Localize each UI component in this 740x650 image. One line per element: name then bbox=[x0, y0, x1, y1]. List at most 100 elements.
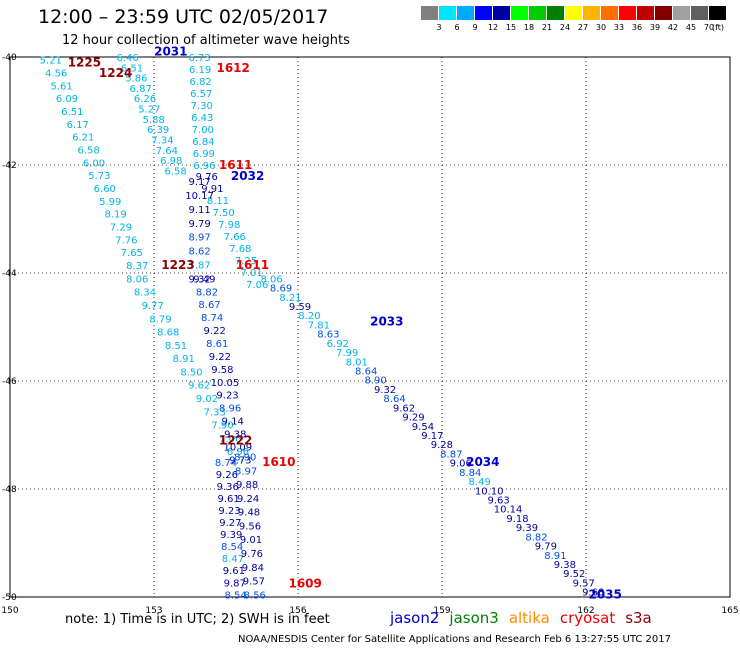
color-swatch bbox=[457, 6, 475, 20]
color-scale-swatches bbox=[421, 6, 727, 20]
wave-height-value: 9.29 bbox=[402, 413, 424, 424]
wave-height-value: 5.99 bbox=[99, 197, 121, 208]
credit-line: NOAA/NESDIS Center for Satellite Applica… bbox=[238, 634, 671, 645]
wave-height-value: 8.90 bbox=[234, 453, 256, 464]
x-tick-label: 162 bbox=[577, 606, 594, 616]
wave-height-value: 9.57 bbox=[573, 578, 595, 589]
wave-height-value: 9.18 bbox=[506, 514, 528, 525]
wave-height-value: 6.58 bbox=[164, 166, 186, 177]
satellite-jason3-label: jason3 bbox=[449, 609, 499, 627]
color-swatch bbox=[709, 6, 727, 20]
color-swatch bbox=[439, 6, 457, 20]
wave-height-value: 8.11 bbox=[207, 196, 229, 207]
wave-height-value: 6.46 bbox=[116, 53, 138, 64]
wave-height-value: 6.57 bbox=[190, 89, 212, 100]
wave-height-value: 9.36 bbox=[217, 482, 239, 493]
wave-height-value: 9.84 bbox=[242, 563, 264, 574]
wave-height-value: 8.06 bbox=[260, 274, 282, 285]
color-swatch bbox=[529, 6, 547, 20]
wave-height-value: 6.60 bbox=[94, 184, 116, 195]
wave-height-value: 5.61 bbox=[50, 81, 72, 92]
wave-height-value: 9.24 bbox=[237, 494, 259, 505]
color-scale-label: 6 bbox=[454, 23, 460, 32]
wave-height-value: 9.23 bbox=[216, 391, 238, 402]
wave-height-value: 9.59 bbox=[289, 302, 311, 313]
pass-id-label: 1610 bbox=[262, 455, 295, 469]
wave-height-value: 9.58 bbox=[211, 365, 233, 376]
wave-height-value: 7.99 bbox=[336, 348, 358, 359]
x-tick-label: 159 bbox=[433, 606, 450, 616]
color-swatch bbox=[565, 6, 583, 20]
color-swatch bbox=[511, 6, 529, 20]
pass-id-label: 1225 bbox=[68, 55, 101, 69]
wave-height-value: 8.20 bbox=[298, 311, 320, 322]
color-swatch bbox=[421, 6, 439, 20]
satellite-altika-label: altika bbox=[508, 609, 550, 627]
wave-height-value: 9.39 bbox=[516, 523, 538, 534]
satellite-s3a-label: s3a bbox=[625, 609, 652, 627]
wave-height-value: 8.74 bbox=[201, 313, 223, 324]
color-swatch bbox=[493, 6, 511, 20]
wave-height-value: 8.56 bbox=[244, 590, 266, 601]
wave-height-value: 8.34 bbox=[134, 288, 156, 299]
wave-height-value: 9.68 bbox=[582, 588, 604, 599]
wave-height-value: 8.54 bbox=[221, 542, 243, 553]
wave-height-value: 9.87 bbox=[224, 578, 246, 589]
wave-height-value: 9.23 bbox=[218, 506, 240, 517]
wave-height-value: 8.67 bbox=[198, 300, 220, 311]
wave-height-value: 6.96 bbox=[193, 161, 215, 172]
color-scale-label: (ft) bbox=[711, 23, 725, 32]
x-tick-label: 156 bbox=[289, 606, 306, 616]
x-tick-label: 153 bbox=[145, 606, 162, 616]
wave-height-value: 4.56 bbox=[45, 69, 67, 80]
wave-height-value: 8.64 bbox=[355, 367, 377, 378]
wave-height-value: 6.39 bbox=[147, 125, 169, 136]
wave-height-value: 8.37 bbox=[126, 261, 148, 272]
color-swatch bbox=[691, 6, 709, 20]
wave-height-value: 9.62 bbox=[188, 381, 210, 392]
wave-height-value: 9.06 bbox=[450, 459, 472, 470]
x-tick-label: 165 bbox=[721, 606, 738, 616]
footnote-text: note: 1) Time is in UTC; 2) SWH is in fe… bbox=[65, 612, 330, 627]
wave-height-value: 8.91 bbox=[544, 551, 566, 562]
wave-height-value: 7.00 bbox=[192, 125, 214, 136]
color-swatch bbox=[637, 6, 655, 20]
wave-height-value: 9.22 bbox=[209, 352, 231, 363]
wave-height-value: 8.49 bbox=[469, 477, 491, 488]
wave-height-value: 8.74 bbox=[215, 458, 237, 469]
wave-height-value: 9.76 bbox=[241, 549, 263, 560]
wave-height-value: 8.82 bbox=[525, 532, 547, 543]
pass-id-label: 2031 bbox=[154, 45, 187, 59]
wave-height-value: 8.62 bbox=[188, 247, 210, 258]
wave-height-value: 7.64 bbox=[156, 146, 178, 157]
wave-height-value: 6.26 bbox=[134, 94, 156, 105]
wave-height-value: 7.29 bbox=[110, 222, 132, 233]
satellite-legend: jason2 jason3 altika cryosat s3a bbox=[390, 608, 662, 627]
wave-height-value: 5.88 bbox=[143, 115, 165, 126]
wave-height-value: 9.63 bbox=[487, 495, 509, 506]
wave-height-value: 9.27 bbox=[219, 518, 241, 529]
wave-height-value: 9.02 bbox=[196, 394, 218, 405]
y-tick-label: -44 bbox=[2, 269, 17, 279]
wave-height-value: 6.09 bbox=[56, 94, 78, 105]
pass-id-label: 2035 bbox=[588, 587, 621, 601]
wave-height-value: 6.21 bbox=[72, 133, 94, 144]
wave-height-value: 7.90 bbox=[211, 421, 233, 432]
pass-id-label: 2032 bbox=[231, 169, 264, 183]
color-scale-label: 18 bbox=[523, 23, 535, 32]
wave-height-value: 8.19 bbox=[104, 210, 126, 221]
satellite-cryosat-label: cryosat bbox=[559, 609, 616, 627]
wave-height-value: 10.09 bbox=[224, 442, 253, 453]
wave-height-value: 9.77 bbox=[142, 301, 164, 312]
wave-height-value: 10.17 bbox=[185, 191, 214, 202]
pass-id-label: 1609 bbox=[288, 577, 321, 591]
wave-height-value: 9.91 bbox=[201, 184, 223, 195]
wave-height-value: 9.11 bbox=[188, 205, 210, 216]
pass-id-label: 2034 bbox=[466, 455, 499, 469]
wave-height-value: 10.10 bbox=[475, 486, 504, 497]
wave-height-value: 6.19 bbox=[189, 65, 211, 76]
y-tick-label: -46 bbox=[2, 377, 17, 387]
wave-height-value: 7.30 bbox=[191, 101, 213, 112]
wave-height-value: 9.14 bbox=[222, 417, 244, 428]
